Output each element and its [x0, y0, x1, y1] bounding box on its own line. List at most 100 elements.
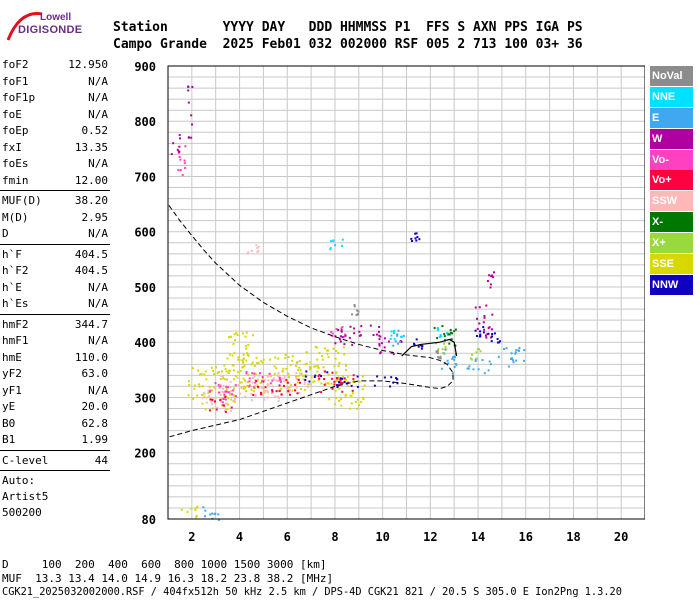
- echo-point-sse: [210, 389, 213, 392]
- echo-point-vo: [179, 158, 182, 161]
- echo-point-ssw: [298, 391, 301, 394]
- echo-point-vo: [253, 372, 256, 375]
- echo-point-ssw: [249, 383, 252, 386]
- param-value: 12.00: [74, 173, 108, 187]
- echo-point-sse: [343, 353, 346, 356]
- echo-point-nnw: [389, 385, 392, 388]
- echo-point-e: [474, 359, 477, 362]
- echo-point-sse: [260, 360, 263, 363]
- echo-point-e: [202, 506, 205, 509]
- echo-point-vo: [230, 406, 233, 409]
- echo-point-sse: [252, 390, 255, 393]
- param-value: 62.8: [81, 416, 109, 430]
- param-label: foEs: [2, 157, 29, 170]
- echo-point-noval: [436, 352, 439, 355]
- param-label: B1: [2, 433, 16, 446]
- echo-point-ssw: [202, 393, 205, 396]
- echo-point-w: [490, 275, 493, 278]
- echo-point-sse: [337, 352, 340, 355]
- echo-point-sse: [317, 367, 320, 370]
- header-labels-row: Station YYYY DAY DDD HHMMSS P1 FFS S AXN…: [113, 20, 583, 35]
- echo-point-e: [487, 369, 490, 372]
- echo-point-ssw: [281, 377, 284, 380]
- param-label: foF1: [2, 74, 29, 88]
- echo-point-sse: [235, 375, 238, 378]
- echo-point-nnw: [373, 384, 376, 387]
- echo-point-sse: [238, 359, 241, 362]
- echo-point-vo: [280, 393, 283, 396]
- echo-point-vo: [183, 162, 186, 165]
- plot-frame: [167, 65, 645, 520]
- echo-point-ssw: [221, 375, 224, 378]
- echo-point-sse: [244, 386, 247, 389]
- echo-point-nnw: [478, 335, 481, 338]
- echo-point-nnw: [304, 378, 307, 381]
- echo-point-w: [491, 274, 494, 277]
- echo-point-sse: [204, 370, 207, 373]
- echo-point-x: [476, 348, 479, 351]
- legend-entry-x: X+: [650, 233, 693, 254]
- echo-point-ssw: [283, 377, 286, 380]
- echo-point-nnw: [493, 332, 496, 335]
- echo-point-ssw: [219, 394, 222, 397]
- echo-point-x: [449, 331, 452, 334]
- echo-point-sse: [274, 356, 277, 359]
- echo-point-vo: [179, 169, 182, 172]
- echo-point-sse: [245, 390, 248, 393]
- echo-point-ssw: [225, 378, 228, 381]
- echo-point-w: [176, 148, 179, 151]
- echo-point-vo: [333, 383, 336, 386]
- echo-point-vo: [255, 380, 258, 383]
- legend-entry-ssw: SSW: [650, 191, 693, 212]
- echo-point-sse: [225, 408, 228, 411]
- echo-point-vo: [183, 159, 186, 162]
- echo-point-ssw: [270, 392, 273, 395]
- param-label: foF2: [2, 58, 29, 71]
- echo-point-e: [481, 359, 484, 362]
- echo-point-vo: [282, 384, 285, 387]
- echo-point-sse: [216, 372, 219, 375]
- echo-point-e: [507, 365, 510, 368]
- echo-point-x: [448, 342, 451, 345]
- echo-point-x: [448, 333, 451, 336]
- echo-point-sse: [240, 386, 243, 389]
- echo-point-vo: [217, 384, 220, 387]
- echo-point-nnw: [419, 344, 422, 347]
- echo-point-vo: [225, 390, 228, 393]
- echo-point-vo: [339, 379, 342, 382]
- echo-point-nnw: [487, 332, 490, 335]
- echo-point-ssw: [275, 379, 278, 382]
- echo-point-sse: [262, 387, 265, 390]
- echo-point-vo: [214, 382, 217, 385]
- echo-point-nnw: [350, 384, 353, 387]
- param-label: yF1: [2, 383, 22, 397]
- echo-point-sse: [297, 369, 300, 372]
- echo-point-sse: [269, 358, 272, 361]
- echo-point-w: [378, 326, 381, 329]
- echo-point-sse: [220, 404, 223, 407]
- echo-point-vo: [268, 372, 271, 375]
- echo-point-nnw: [421, 345, 424, 348]
- echo-point-sse: [299, 369, 302, 372]
- echo-point-sse: [211, 366, 214, 369]
- echo-point-vo: [323, 370, 326, 373]
- echo-point-e: [483, 372, 486, 375]
- echo-point-sse: [228, 392, 231, 395]
- echo-point-sse: [214, 387, 217, 390]
- echo-point-nne: [436, 327, 439, 330]
- echo-point-sse: [344, 394, 347, 397]
- echo-point-e: [402, 334, 405, 337]
- echo-point-sse: [351, 392, 354, 395]
- param-row: hmE 110.0: [0, 350, 110, 367]
- echo-point-e: [515, 349, 518, 352]
- echo-point-vo: [279, 379, 282, 382]
- echo-point-vo: [184, 166, 187, 169]
- param-row: h`F2 404.5: [0, 263, 110, 280]
- echo-point-ssw: [222, 391, 225, 394]
- echo-point-sse: [196, 394, 199, 397]
- echo-point-sse: [340, 404, 343, 407]
- param-value: 2.95: [81, 210, 109, 224]
- echo-point-vo: [343, 377, 346, 380]
- echo-point-vo: [341, 382, 344, 385]
- echo-point-vo: [317, 375, 320, 378]
